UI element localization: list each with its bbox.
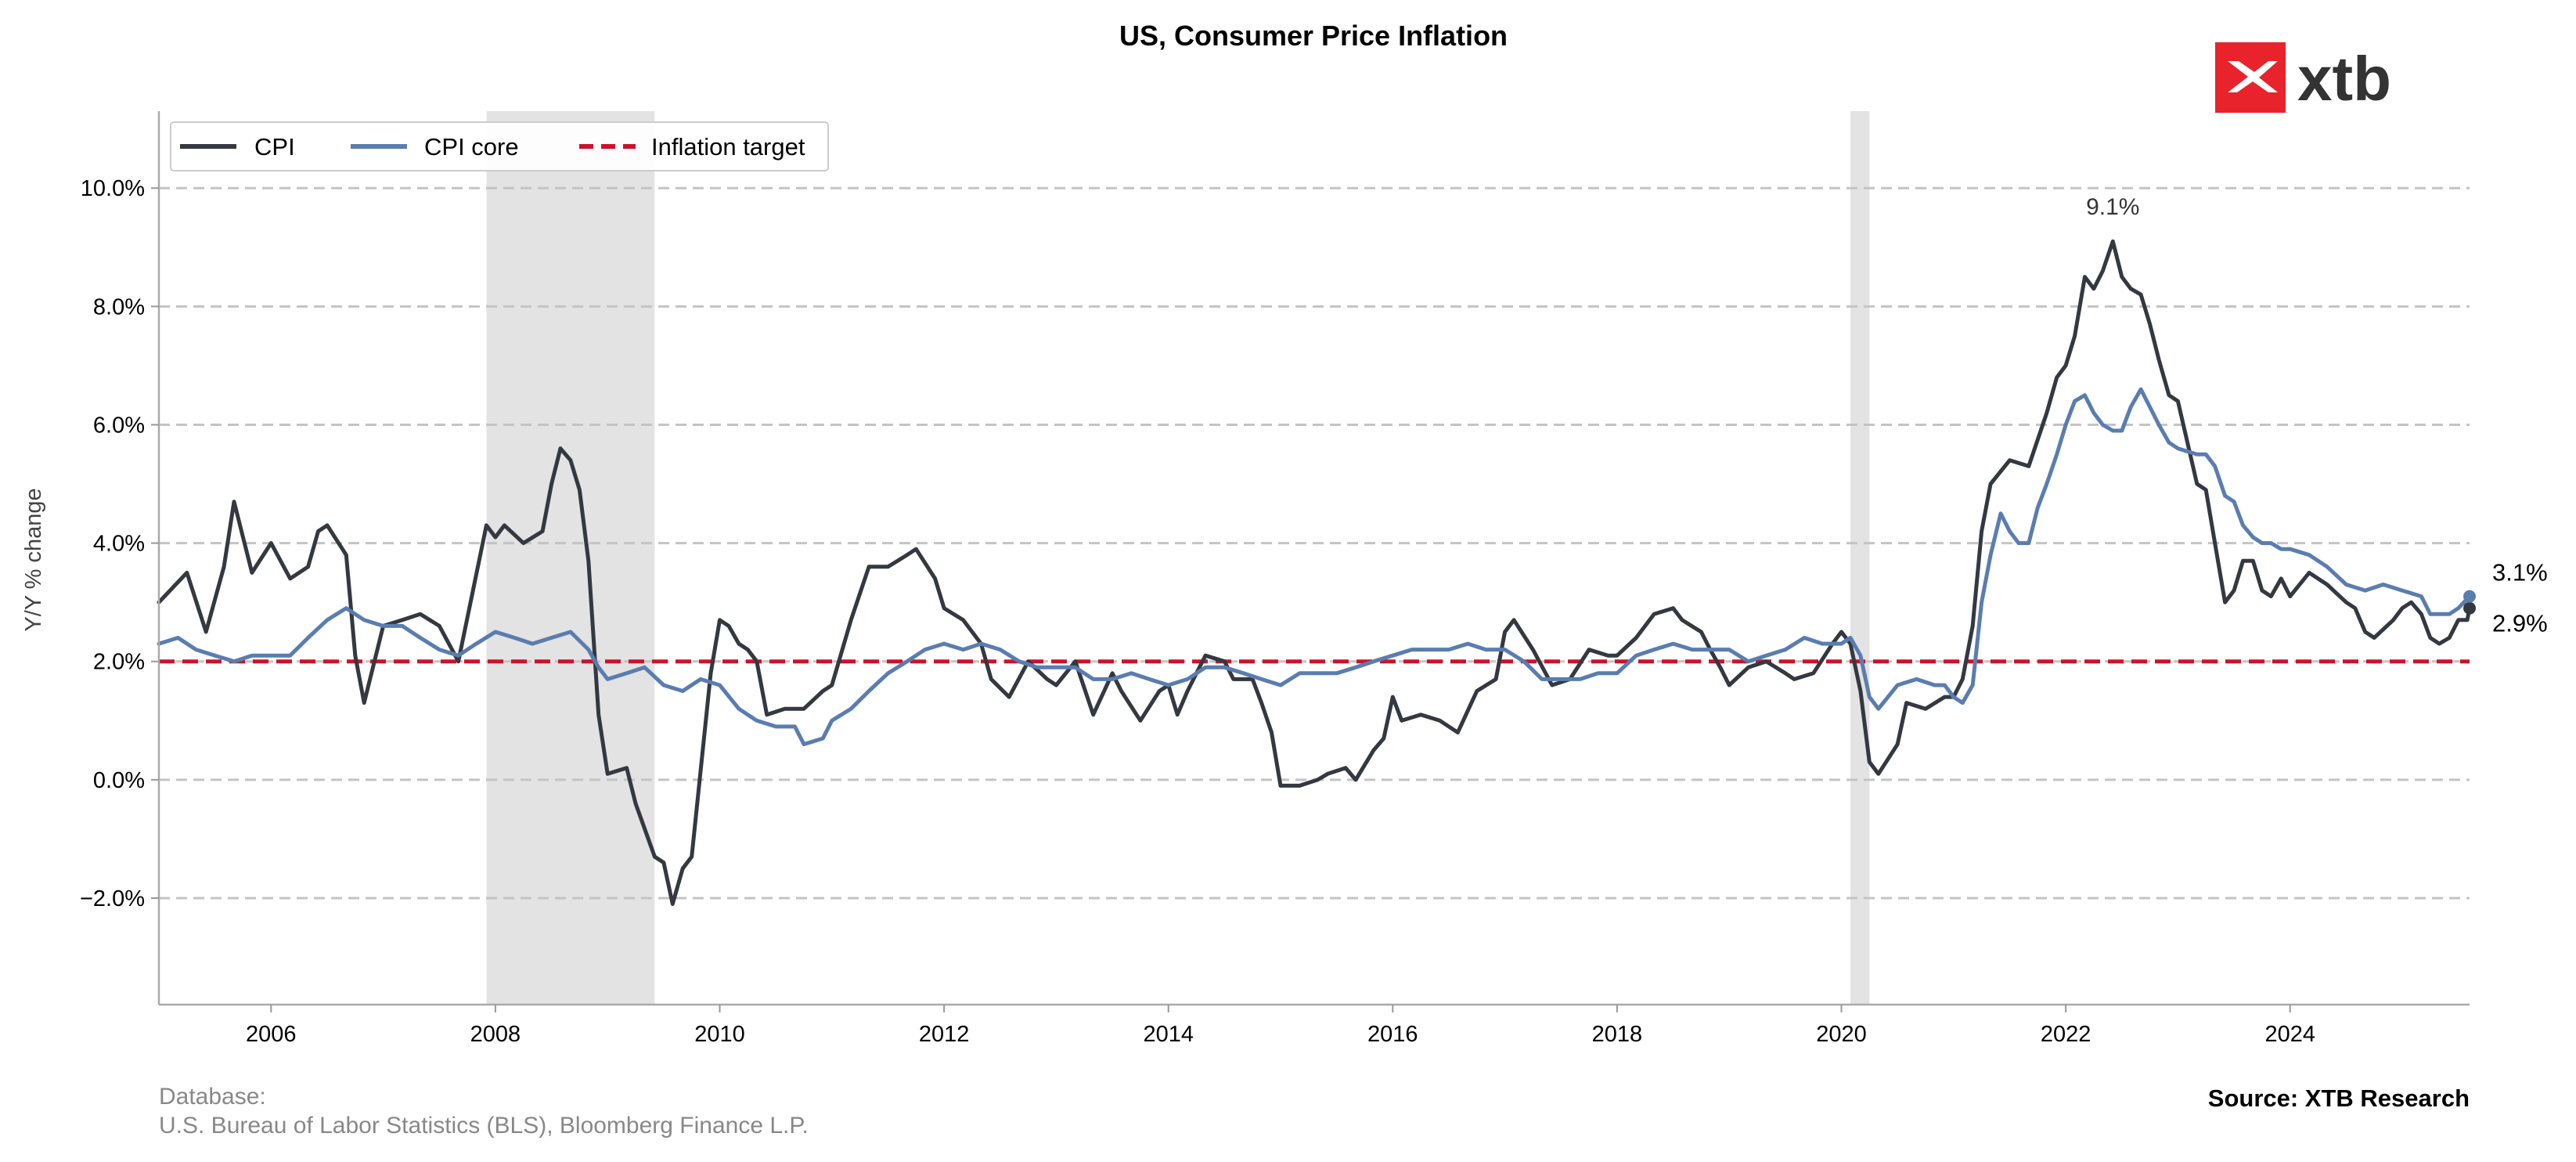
- series-lines: [157, 239, 2472, 906]
- x-tick-label-4: 2014: [1143, 1022, 1194, 1047]
- end-point-cpi: [2463, 601, 2476, 615]
- peak-annotation: 9.1%: [2086, 194, 2139, 220]
- footer-database-label: Database:: [159, 1084, 266, 1110]
- series-line-cpi-core: [157, 387, 2472, 746]
- y-tick-label-0: −2.0%: [80, 886, 145, 911]
- y-tick-label-6: 10.0%: [81, 176, 145, 201]
- annotations: 2.9% 3.1% 9.1%: [2086, 194, 2548, 637]
- y-axis-ticks: −2.0% 0.0% 2.0% 4.0% 6.0% 8.0% 10.0%: [80, 176, 159, 911]
- y-tick-label-3: 4.0%: [93, 532, 145, 557]
- footer-source: Source: XTB Research: [2208, 1084, 2470, 1112]
- y-axis-label: Y/Y % change: [21, 488, 46, 631]
- x-axis-ticks: 2006 2008 2010 2012 2014 2016 2018 2020 2022 2024: [246, 1005, 2315, 1047]
- recession-band-0: [486, 111, 655, 1005]
- y-tick-label-2: 2.0%: [93, 650, 145, 675]
- y-tick-label-5: 8.0%: [93, 294, 145, 319]
- x-tick-label-5: 2016: [1367, 1022, 1418, 1047]
- axes: [157, 111, 2470, 1006]
- x-tick-label-9: 2024: [2264, 1022, 2315, 1047]
- x-tick-label-7: 2020: [1816, 1022, 1867, 1047]
- x-tick-label-0: 2006: [246, 1022, 297, 1047]
- footer-database-sources: U.S. Bureau of Labor Statistics (BLS), B…: [159, 1113, 809, 1139]
- legend-label-cpi-core: CPI core: [424, 133, 519, 161]
- logo-text: xtb: [2297, 44, 2391, 114]
- legend: CPI CPI core Inflation target: [170, 121, 829, 171]
- legend-label-inflation-target: Inflation target: [651, 133, 805, 161]
- recession-shading: [486, 111, 1870, 1005]
- end-label-cpi-core: 3.1%: [2492, 559, 2548, 586]
- x-tick-label-1: 2008: [470, 1022, 521, 1047]
- x-tick-label-8: 2022: [2041, 1022, 2091, 1047]
- x-tick-label-6: 2018: [1592, 1022, 1643, 1047]
- y-tick-label-4: 6.0%: [93, 413, 145, 438]
- end-point-cpi-core: [2463, 590, 2476, 603]
- logo-mark-glyph: [2228, 61, 2278, 92]
- x-tick-label-2: 2010: [694, 1022, 745, 1047]
- legend-label-cpi: CPI: [254, 133, 295, 161]
- chart-title: US, Consumer Price Inflation: [1119, 20, 1508, 52]
- y-tick-label-1: 0.0%: [93, 768, 145, 793]
- recession-band-1: [1850, 111, 1870, 1005]
- legend-box: [170, 121, 829, 171]
- xtb-logo: xtb: [2215, 42, 2391, 114]
- end-label-cpi: 2.9%: [2492, 610, 2548, 637]
- x-tick-label-3: 2012: [919, 1022, 970, 1047]
